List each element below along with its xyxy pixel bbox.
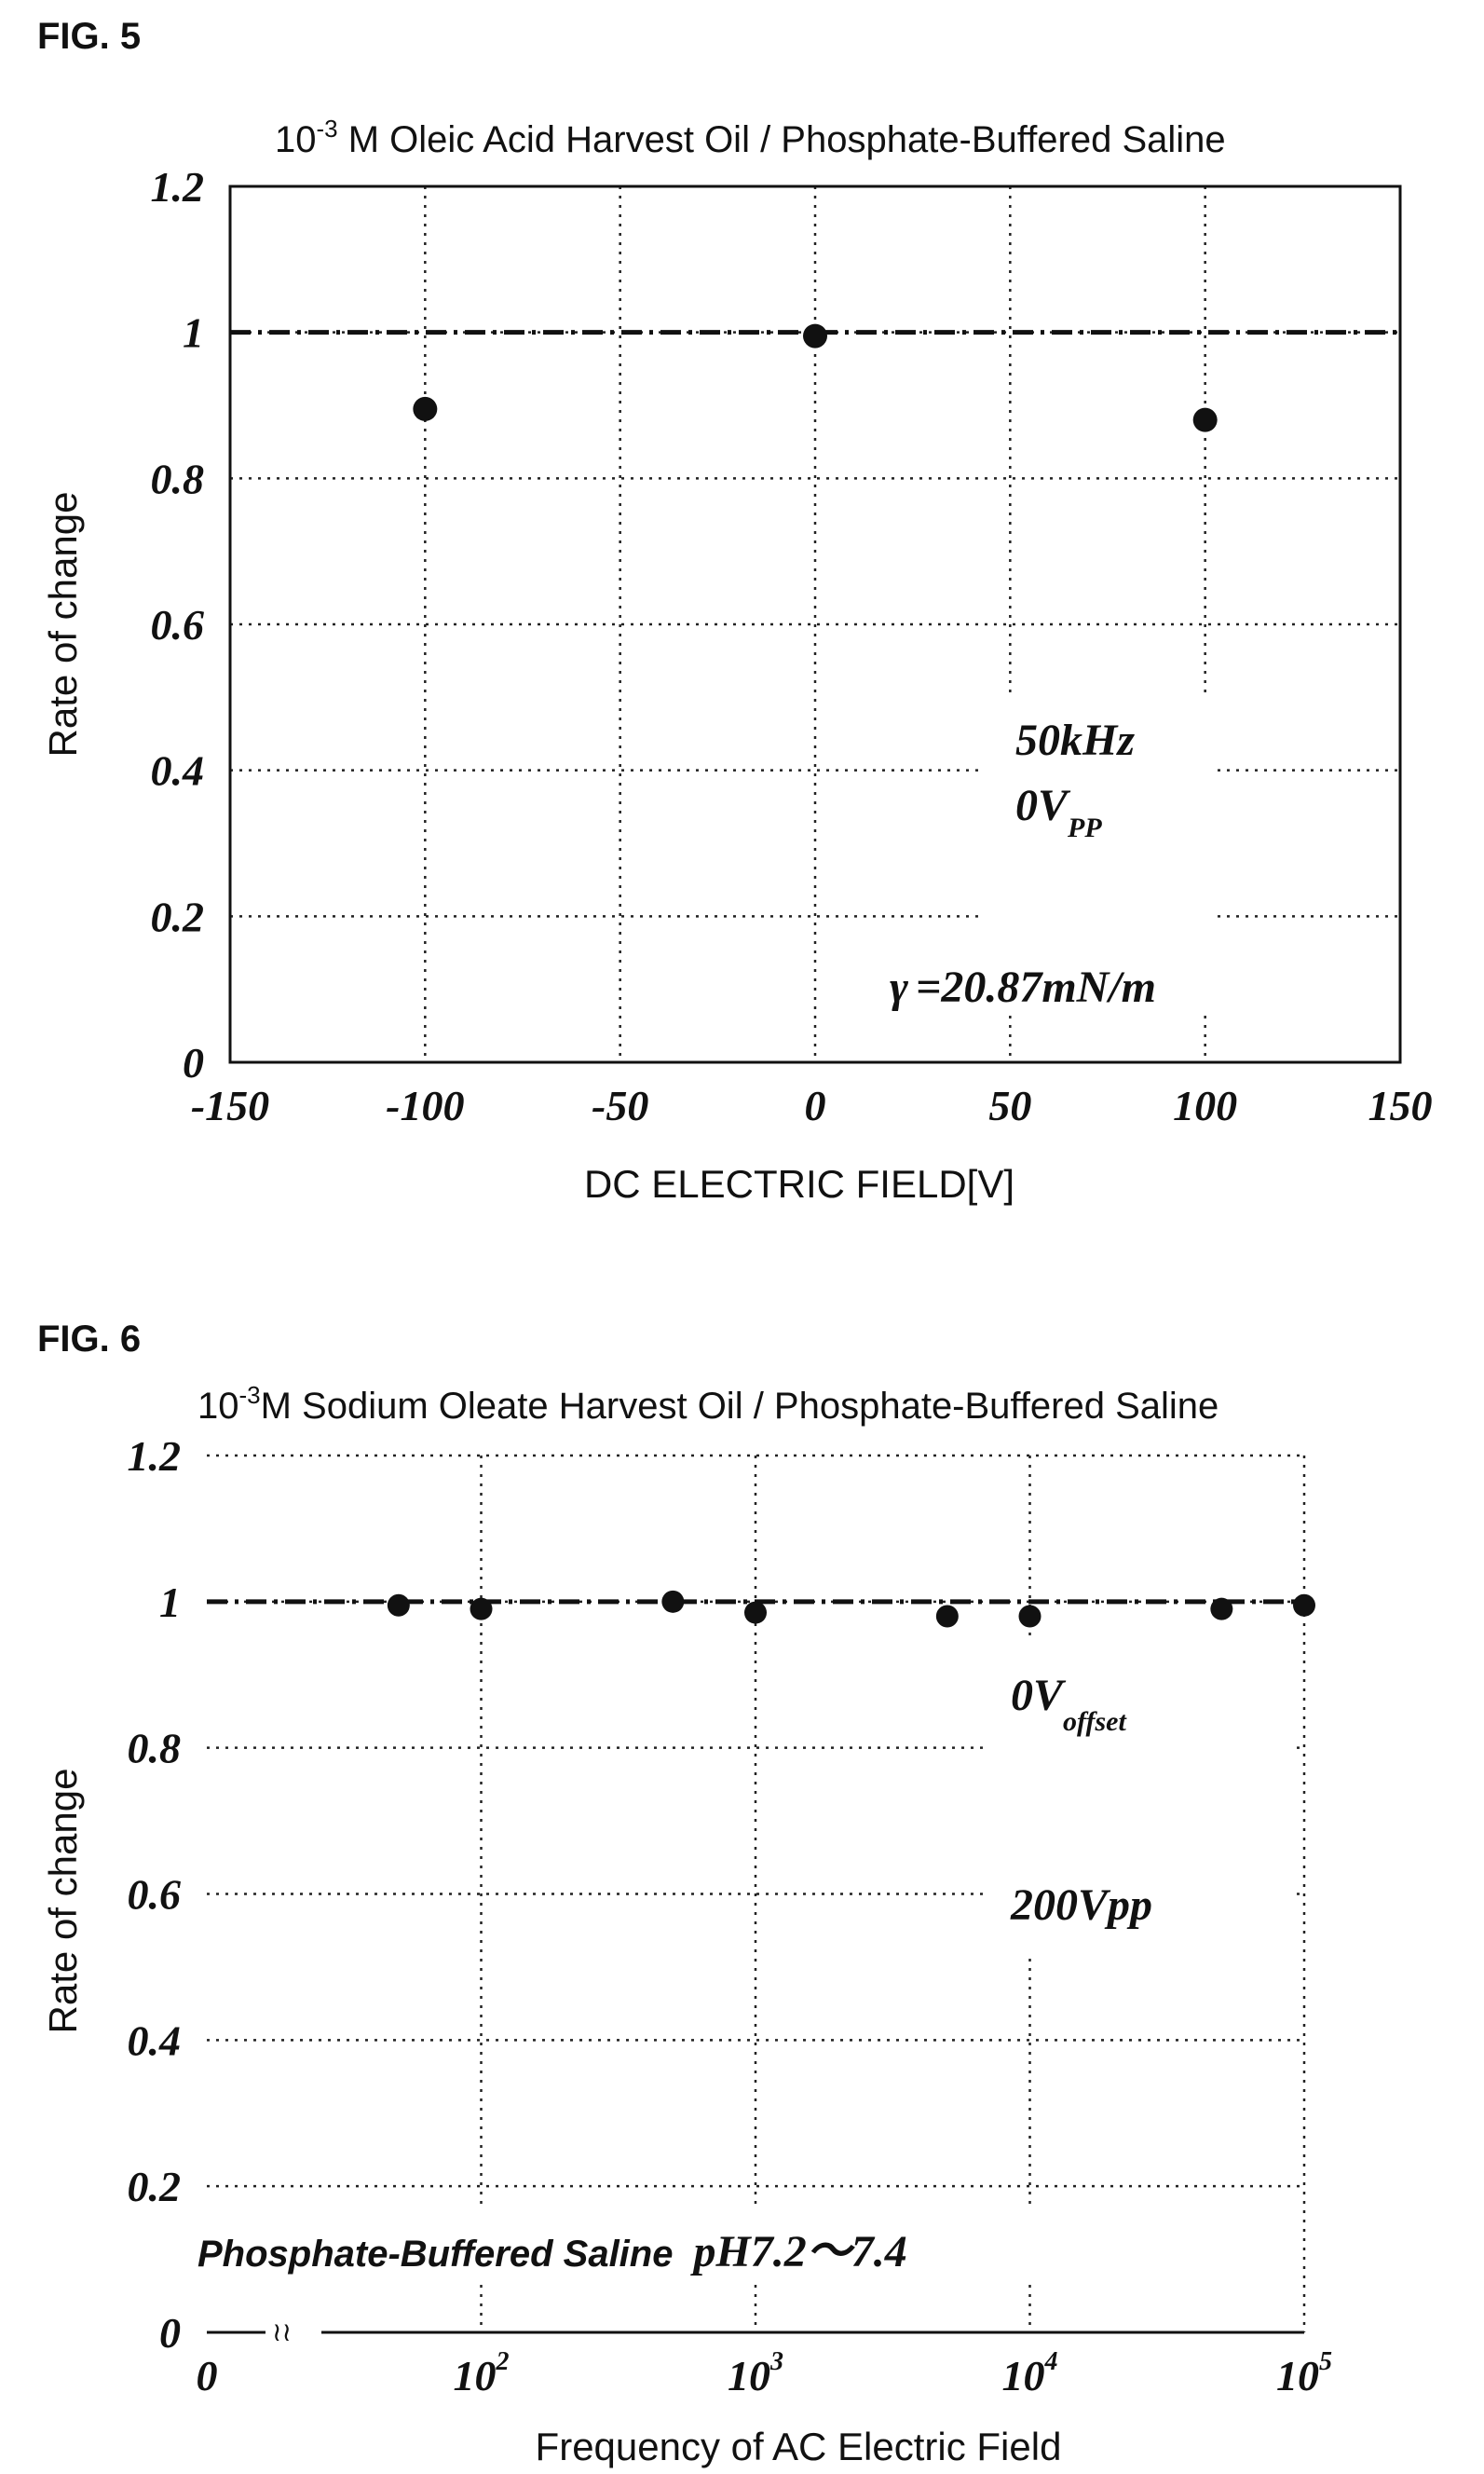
fig6-data-point (661, 1590, 685, 1613)
fig5-gridlines (230, 186, 1400, 1062)
fig5-x-tick-label: 150 (1368, 1082, 1433, 1129)
fig6-y-tick-labels: 0 0.2 0.4 0.6 0.8 1 1.2 (128, 1432, 182, 2357)
fig5-x-tick-label: -50 (592, 1082, 648, 1129)
fig5-annotation-voltage: 0VPP (1015, 781, 1102, 843)
fig5-x-tick-labels: -150 -100 -50 0 50 100 150 (191, 1082, 1433, 1129)
fig5-data-point (413, 396, 438, 421)
fig5-data-points (413, 323, 1218, 432)
fig6-annotation-background (987, 1640, 1295, 1957)
fig5-x-tick-label: 50 (988, 1082, 1031, 1129)
fig6: FIG. 6 10-3M Sodium Oleate Harvest Oil /… (37, 1319, 1332, 2468)
fig6-y-tick-label: 1 (159, 1579, 181, 1626)
fig5-y-tick-label: 0.8 (151, 455, 205, 502)
fig6-data-points (387, 1590, 1315, 1628)
fig6-data-point (935, 1605, 959, 1628)
fig6-saline-background (191, 2208, 1123, 2283)
fig6-data-point (1210, 1597, 1233, 1620)
fig6-x-tick-label: 0 (197, 2352, 218, 2399)
fig6-annotation-vpp: 200Vpp (1010, 1880, 1152, 1930)
fig6-annotation-offset: 0Voffset (1011, 1671, 1127, 1737)
fig6-y-tick-label: 0.6 (128, 1871, 182, 1919)
fig5-data-point (1192, 407, 1218, 432)
fig5-y-tick-label: 1 (183, 309, 204, 357)
fig6-x-tick-label: 103 (728, 2347, 783, 2399)
fig6-x-tick-label: 104 (1002, 2347, 1058, 2399)
fig5-x-tick-label: -100 (386, 1082, 464, 1129)
fig6-title: 10-3M Sodium Oleate Harvest Oil / Phosph… (197, 1381, 1219, 1427)
fig5-y-axis-label: Rate of change (41, 492, 85, 758)
fig5-x-tick-label: 0 (805, 1082, 826, 1129)
fig5-x-tick-label: 100 (1173, 1082, 1237, 1129)
fig5: FIG. 5 10-3 M Oleic Acid Harvest Oil / P… (37, 16, 1433, 1206)
fig6-axis-break-gap (265, 2318, 321, 2346)
fig6-data-point (470, 1597, 493, 1620)
fig6-y-tick-label: 0.8 (128, 1725, 182, 1772)
fig6-data-point (1293, 1593, 1315, 1617)
fig5-y-tick-label: 0.4 (151, 747, 205, 795)
fig6-x-tick-label: 105 (1276, 2347, 1332, 2399)
fig5-x-axis-label: DC ELECTRIC FIELD[V] (584, 1162, 1014, 1206)
fig6-data-point (1018, 1605, 1042, 1628)
fig5-annotation-frequency: 50kHz (1015, 716, 1135, 765)
fig6-axis-break-icon: ≀≀ (272, 2317, 292, 2347)
fig6-x-axis-label: Frequency of AC Electric Field (536, 2425, 1062, 2468)
fig6-x-tick-labels: 0 102 103 104 105 (197, 2347, 1333, 2399)
fig6-data-point (744, 1601, 767, 1624)
fig6-label: FIG. 6 (37, 1319, 141, 1360)
fig5-title: 10-3 M Oleic Acid Harvest Oil / Phosphat… (275, 115, 1226, 160)
fig5-y-tick-labels: 0 0.2 0.4 0.6 0.8 1 1.2 (151, 163, 205, 1087)
fig6-y-tick-label: 0 (159, 2309, 181, 2357)
fig6-y-tick-label: 0.4 (128, 2016, 182, 2064)
fig5-gamma-background (866, 950, 1295, 1016)
fig6-data-point (387, 1593, 410, 1617)
fig6-y-axis-label: Rate of change (41, 1769, 85, 2034)
fig5-plot-frame (228, 185, 1402, 1064)
fig6-y-tick-label: 0.2 (128, 2163, 182, 2210)
fig6-x-tick-label: 102 (454, 2347, 510, 2399)
fig5-label: FIG. 5 (37, 16, 141, 57)
fig5-y-tick-label: 0.2 (151, 893, 205, 940)
fig6-annotation-saline: Phosphate-Buffered Saline pH7.2～7.4 (197, 2227, 907, 2276)
fig5-y-tick-label: 0.6 (151, 601, 205, 649)
fig6-y-tick-label: 1.2 (128, 1432, 182, 1480)
fig5-y-tick-label: 1.2 (151, 163, 205, 211)
fig5-annotation-surface-tension: γ =20.87mN/m (890, 963, 1156, 1012)
fig5-y-tick-label: 0 (183, 1039, 204, 1087)
fig5-x-tick-label: -150 (191, 1082, 269, 1129)
fig5-data-point (803, 323, 827, 349)
